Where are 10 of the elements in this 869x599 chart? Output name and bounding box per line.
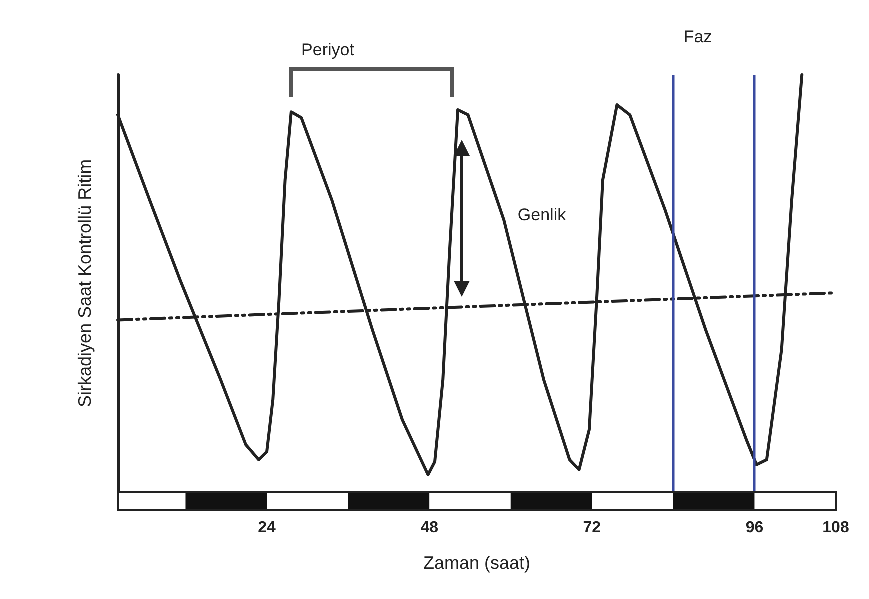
annotation: Genlik [518, 206, 567, 224]
text: Faz [684, 28, 712, 46]
text: Periyot [302, 40, 355, 60]
x-tick-label: 96 [746, 520, 764, 536]
x-tick-label: 48 [420, 520, 439, 536]
y-axis-title: Sirkadiyen Saat Kontrollü Ritim [75, 159, 95, 408]
x-tick-label: 72 [583, 520, 602, 536]
x-tick-label: 24 [258, 520, 276, 536]
x-axis-title: Zaman (saat) [423, 553, 531, 573]
x-tick-label: 108 [822, 520, 850, 536]
